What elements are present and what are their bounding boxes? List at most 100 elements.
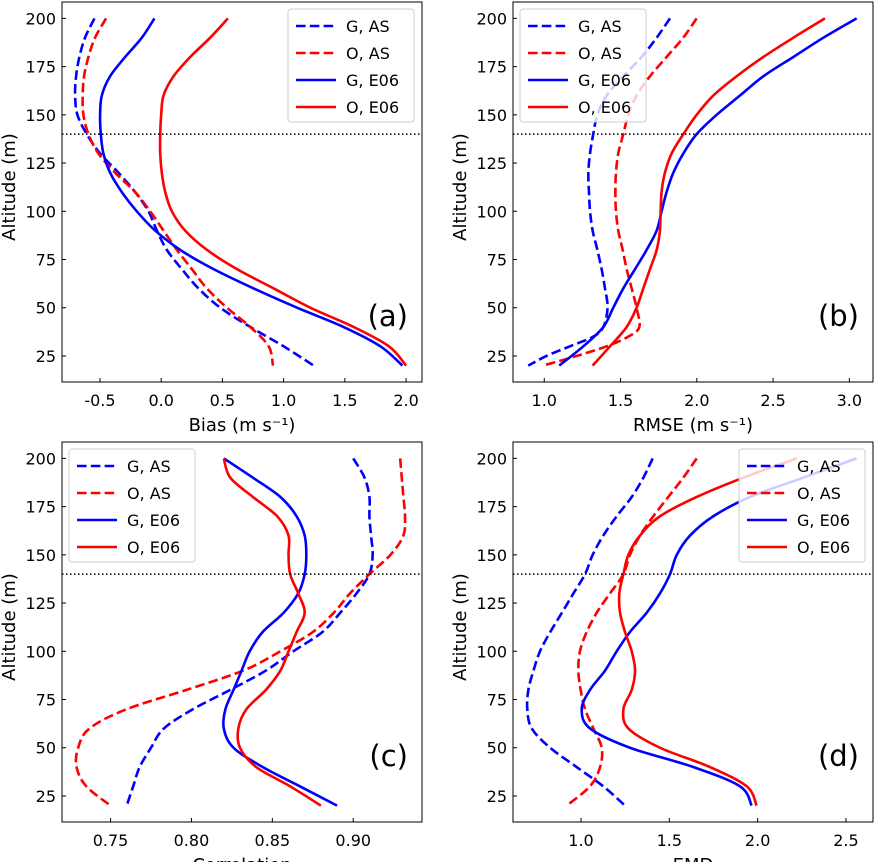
panel-label: (b)	[818, 299, 859, 333]
y-tick-label: 125	[25, 594, 56, 613]
x-tick-label: 0.90	[335, 831, 371, 850]
legend-entry: O, AS	[346, 44, 390, 63]
y-tick-label: 175	[476, 498, 507, 517]
legend-box	[68, 448, 196, 563]
x-tick-label: 1.0	[271, 391, 296, 410]
y-tick-label: 125	[476, 594, 507, 613]
y-tick-label: 100	[476, 202, 507, 221]
x-tick-label: 3.0	[837, 391, 862, 410]
y-tick-label: 200	[476, 9, 507, 28]
series-line-g-e06	[580, 457, 858, 807]
y-tick-label: 25	[36, 347, 56, 366]
x-tick-label: -0.5	[84, 391, 115, 410]
legend-entry: O, E06	[127, 538, 180, 557]
series-line-g-e06	[558, 17, 858, 367]
plot-area	[513, 17, 873, 367]
legend-entry: G, AS	[578, 17, 622, 36]
legend-entry: G, AS	[346, 17, 390, 36]
legend-entry: O, AS	[578, 44, 622, 63]
x-tick-label: 0.80	[174, 831, 210, 850]
x-axis-label: EMD	[673, 855, 714, 862]
y-tick-label: 175	[25, 58, 56, 77]
legend-box	[519, 8, 647, 123]
x-tick-label: 0.75	[93, 831, 129, 850]
legend-entry: O, E06	[578, 98, 631, 117]
x-tick-label: 0.85	[255, 831, 291, 850]
axes-frame	[512, 441, 874, 823]
plot-area	[62, 457, 422, 807]
y-tick-label: 75	[487, 691, 507, 710]
legend-entry: G, AS	[797, 457, 841, 476]
legend-entry: O, E06	[346, 98, 399, 117]
legend: G, AS O, AS G, E06 O, E06	[519, 8, 647, 123]
y-tick-label: 150	[25, 546, 56, 565]
y-tick-label: 200	[476, 449, 507, 468]
x-tick-label: 2.5	[760, 391, 785, 410]
panel-label: (c)	[369, 739, 408, 773]
panel-d: 1.0 1.5 2.0 2.5 25 50 75 100 125 150 175 200 EMD Alti…	[450, 441, 874, 862]
panel-label: (d)	[818, 739, 859, 773]
y-tick-label: 175	[476, 58, 507, 77]
y-axis-label: Altitude (m)	[450, 573, 471, 681]
legend-entry: G, AS	[127, 457, 171, 476]
series-line-o-as	[565, 457, 698, 807]
y-axis-label: Altitude (m)	[0, 573, 20, 681]
x-tick-label: 1.0	[568, 831, 593, 850]
x-tick-label: 2.0	[745, 831, 770, 850]
axes-frame	[512, 1, 874, 383]
series-line-o-e06	[617, 457, 798, 807]
legend: G, AS O, AS G, E06 O, E06	[738, 448, 866, 563]
x-tick-label: 1.0	[532, 391, 557, 410]
legend-entry: O, AS	[127, 484, 171, 503]
x-axis-label: RMSE (m s⁻¹)	[633, 415, 753, 436]
y-tick-label: 50	[36, 739, 56, 758]
series-line-o-e06	[158, 17, 408, 367]
y-tick-label: 100	[25, 642, 56, 661]
x-tick-label: 2.5	[833, 831, 858, 850]
y-tick-label: 150	[25, 106, 56, 125]
y-tick-label: 50	[487, 299, 507, 318]
y-tick-label: 25	[36, 787, 56, 806]
legend-entry: G, E06	[797, 511, 850, 530]
series-line-o-as	[81, 17, 275, 366]
series-line-o-as	[542, 17, 698, 367]
x-tick-label: 1.5	[608, 391, 633, 410]
plot-area	[513, 457, 873, 807]
y-axis-label: Altitude (m)	[450, 133, 471, 241]
y-tick-label: 100	[25, 202, 56, 221]
legend: G, AS O, AS G, E06 O, E06	[287, 8, 415, 123]
y-tick-label: 50	[487, 739, 507, 758]
legend-box	[738, 448, 866, 563]
panel-c: 0.75 0.80 0.85 0.90 25 50 75 100 125 150 175 200 Cor…	[0, 441, 423, 862]
legend: G, AS O, AS G, E06 O, E06	[68, 448, 196, 563]
series-line-g-as	[73, 17, 315, 367]
y-tick-label: 25	[487, 347, 507, 366]
y-tick-label: 100	[476, 642, 507, 661]
y-axis-label: Altitude (m)	[0, 133, 20, 241]
plot-area	[62, 17, 422, 367]
legend-entry: G, E06	[578, 71, 631, 90]
x-tick-label: 2.0	[393, 391, 418, 410]
y-tick-label: 25	[487, 787, 507, 806]
x-axis-label: Correlation	[192, 855, 291, 862]
y-tick-label: 125	[476, 154, 507, 173]
x-tick-label: 1.5	[657, 831, 682, 850]
y-tick-label: 200	[25, 9, 56, 28]
y-tick-label: 75	[36, 251, 56, 270]
legend-entry: O, E06	[797, 538, 850, 557]
series-line-o-e06	[222, 457, 322, 807]
x-axis-label: Bias (m s⁻¹)	[189, 415, 296, 436]
series-line-o-as	[74, 458, 407, 807]
x-tick-label: 1.5	[332, 391, 357, 410]
series-line-g-e06	[98, 17, 404, 367]
panel-label: (a)	[368, 299, 408, 333]
y-tick-label: 75	[487, 251, 507, 270]
legend-entry: G, E06	[127, 511, 180, 530]
series-line-o-e06	[591, 17, 826, 367]
x-tick-label: 2.0	[684, 391, 709, 410]
x-tick-label: 0.5	[210, 391, 235, 410]
legend-box	[287, 8, 415, 123]
panel-a: -0.5 0.0 0.5 1.0 1.5 2.0 25 50 75 100 125 150 175 200…	[0, 1, 423, 436]
y-tick-label: 200	[25, 449, 56, 468]
